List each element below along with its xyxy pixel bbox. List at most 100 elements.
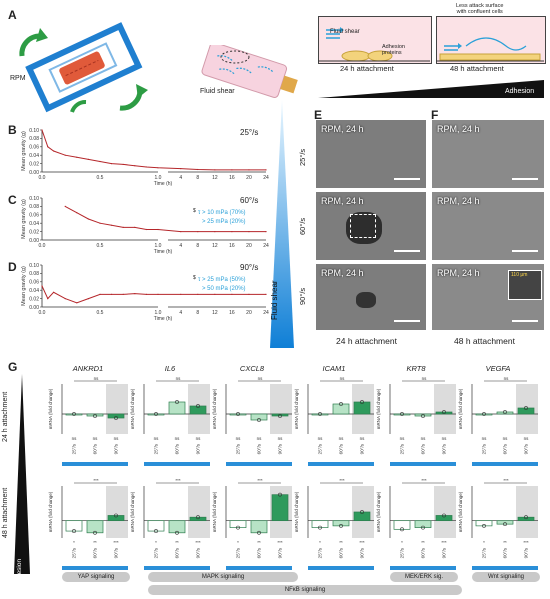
data-point [339, 523, 343, 528]
cell-cluster [346, 212, 382, 244]
legend-C-sym: $ [193, 208, 196, 214]
trace-point [64, 298, 66, 300]
category-label: 60°/s [421, 443, 426, 454]
bar [107, 515, 125, 522]
data-point [175, 530, 179, 535]
sig-bracket-label: ns [258, 376, 264, 381]
trace-point [76, 302, 78, 304]
x-tick-label: 1.0 [155, 310, 162, 316]
data-point [154, 412, 158, 416]
trace-point [145, 228, 147, 231]
bar [189, 405, 207, 415]
trace-point [180, 168, 182, 170]
bar [353, 511, 371, 522]
data-point [360, 400, 364, 404]
bar [147, 413, 165, 416]
bar [475, 520, 493, 527]
y-tick-label: 0.06 [29, 213, 39, 219]
data-point [503, 410, 507, 414]
x-tick-label: 8 [196, 243, 199, 249]
trace-point [265, 231, 267, 233]
x-tick-label: 4 [179, 243, 182, 249]
sig-label: ns [93, 436, 99, 441]
trace-point [134, 292, 136, 295]
data-point [421, 525, 425, 530]
data-point [421, 414, 425, 418]
bar [311, 413, 329, 416]
y-axis-label: Mean gravity (g) [21, 199, 27, 239]
x-tick-label: 0.0 [39, 175, 46, 181]
speed-gradient-bar [62, 566, 128, 570]
trace-point [145, 293, 147, 295]
category-label: 25°/s [482, 547, 487, 558]
trace-point [231, 231, 233, 233]
category-label: 90°/s [524, 547, 529, 558]
trace-point [214, 169, 216, 171]
fluid-shear-bar-label: Fluid shear [270, 280, 279, 320]
x-tick-label: 12 [212, 175, 218, 181]
data-point [482, 412, 486, 416]
panel-E-caption: 24 h attachment [336, 336, 397, 346]
trace-point [157, 228, 159, 231]
bar [250, 520, 268, 534]
x-tick-label: 8 [196, 310, 199, 316]
bar [86, 520, 104, 534]
y-tick-label: 0.02 [29, 296, 39, 302]
speed-gradient-bar [144, 566, 210, 570]
sig-label: ** [93, 540, 97, 545]
x-axis-label: Time (h) [154, 249, 173, 255]
gravity-traces: 0.000.020.040.060.080.100.0 0.5 1.0 4 8 12 16 2… [21, 128, 269, 322]
y-axis-label: mRNA (fold change) [458, 491, 463, 532]
trace-point [53, 150, 55, 152]
x-tick-label: 1.0 [155, 243, 162, 249]
sig-label: *** [277, 540, 283, 545]
category-label: 60°/s [257, 547, 262, 558]
trace-point [248, 231, 250, 233]
y-tick-label: 0.10 [29, 263, 39, 269]
data-point [196, 404, 200, 408]
sig-bracket-label: ns [94, 376, 100, 381]
shaded-region [188, 486, 210, 538]
category-label: 60°/s [175, 443, 180, 454]
bar [393, 520, 411, 530]
y-axis-label: mRNA (fold change) [294, 491, 299, 532]
bar [435, 515, 453, 522]
sig-label: ns [442, 436, 448, 441]
x-tick-label: 0.0 [39, 310, 46, 316]
sig-bracket-label: ns [422, 376, 428, 381]
box1-fluid-shear: Fluid shear [330, 29, 360, 35]
trace-point [87, 298, 89, 300]
adhesion-side-wedge [14, 374, 30, 574]
sig-label: * [483, 540, 485, 545]
pathway-nfkb: NFκB signaling [148, 585, 462, 595]
category-label: 25°/s [400, 443, 405, 454]
cell-cluster [356, 292, 376, 308]
pathway-yap: YAP signaling [62, 572, 130, 582]
speed-gradient-bar [144, 462, 210, 466]
panel-C-letter: C [8, 193, 17, 207]
micrograph-caption: RPM, 24 h [437, 268, 480, 278]
x-tick-label: 16 [229, 243, 235, 249]
scale-bar [512, 250, 538, 252]
x-tick-label: 16 [229, 175, 235, 181]
trace-point [157, 167, 159, 169]
inset-zoom: 110 μm [508, 270, 542, 300]
category-label: 60°/s [339, 547, 344, 558]
sig-label: ns [400, 436, 406, 441]
sig-label: *** [441, 540, 447, 545]
sig-label: *** [113, 540, 119, 545]
scale-bar [512, 320, 538, 322]
cell-schematic-24h [318, 27, 430, 62]
gene-KRT8: KRT8 [406, 364, 426, 373]
sig-label: ns [360, 436, 366, 441]
pathway-mek: MEK/ERK sig. [390, 572, 458, 582]
mrna-bar-charts: mRNA (fold change) ns 25°/s ns 60°/s ns 90°/s n… [48, 376, 538, 570]
trace-point [122, 293, 124, 295]
gene-CXCL8: CXCL8 [239, 364, 265, 373]
speed-gradient-bar [226, 462, 292, 466]
trace-point [111, 224, 113, 226]
shaded-region [106, 384, 128, 434]
scale-bar [512, 178, 538, 180]
sig-label: ns [236, 436, 242, 441]
legend-D-1: τ > 25 mPa (50%) [198, 277, 246, 283]
